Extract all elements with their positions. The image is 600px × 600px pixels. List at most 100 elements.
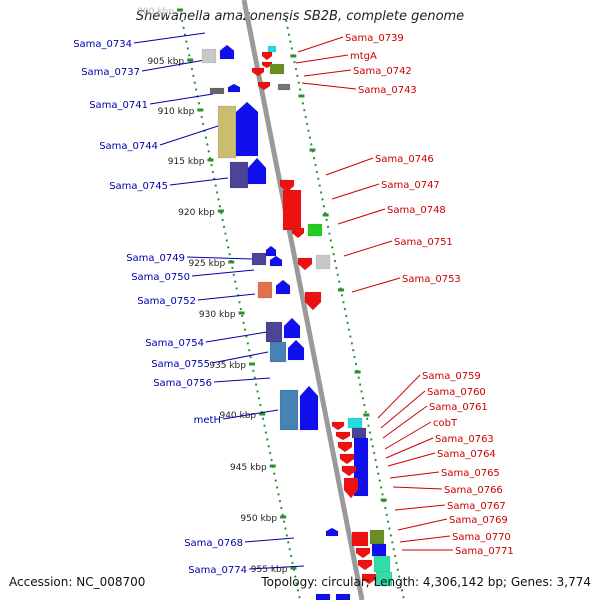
leader-line (377, 374, 421, 419)
scale-tick-label: 925 kbp (189, 259, 226, 269)
leader-lines (133, 32, 453, 570)
gene-label-sama-0765[interactable]: Sama_0765 (441, 468, 500, 479)
leader-line (394, 504, 446, 511)
leader-line (392, 486, 443, 490)
gene-label-sama-0741[interactable]: Sama_0741 (89, 100, 148, 111)
gene-label-sama-0744[interactable]: Sama_0744 (99, 141, 158, 152)
left-track-outline (181, 19, 301, 600)
gene-feature (307, 223, 323, 237)
leader-line (211, 351, 269, 364)
gene-feature (351, 531, 369, 547)
leader-line (133, 32, 206, 44)
leader-line (141, 59, 206, 72)
gene-label-sama-0743[interactable]: Sama_0743 (358, 85, 417, 96)
scale-tick-label: 905 kbp (147, 57, 184, 67)
leader-line (169, 177, 229, 186)
gene-label-sama-0737[interactable]: Sama_0737 (81, 67, 140, 78)
scale-tick-label: 920 kbp (178, 208, 215, 218)
leader-line (337, 208, 386, 225)
gene-feature (297, 257, 313, 271)
gene-label-sama-0766[interactable]: Sama_0766 (444, 485, 503, 496)
gene-feature (251, 252, 267, 266)
leader-line (303, 69, 352, 77)
leader-line (244, 537, 295, 543)
gene-feature (335, 431, 351, 441)
gene-label-sama-0748[interactable]: Sama_0748 (387, 205, 446, 216)
leader-line (351, 277, 401, 293)
gene-label-sama-0753[interactable]: Sama_0753 (402, 274, 461, 285)
leader-line (325, 157, 374, 176)
gene-feature (337, 441, 353, 453)
gene-label-cobt[interactable]: cobT (433, 418, 458, 429)
gene-label-sama-0752[interactable]: Sama_0752 (137, 296, 196, 307)
gene-feature (257, 81, 271, 91)
gene-feature (265, 321, 283, 343)
gene-feature (282, 189, 302, 231)
leader-line (213, 377, 271, 383)
scale-tick-label: 935 kbp (209, 361, 246, 371)
leader-line (205, 331, 268, 343)
gene-label-sama-0755[interactable]: Sama_0755 (151, 359, 210, 370)
gene-label-sama-0759[interactable]: Sama_0759 (422, 371, 481, 382)
gene-label-sama-0747[interactable]: Sama_0747 (381, 180, 440, 191)
scale-ticks: 900 kbp 905 kbp 910 kbp 915 kbp 920 kbp 925 k… (137, 7, 387, 575)
gene-label-sama-0761[interactable]: Sama_0761 (429, 402, 488, 413)
gene-label-sama-0751[interactable]: Sama_0751 (394, 237, 453, 248)
gene-feature (339, 453, 355, 465)
gene-label-sama-0771[interactable]: Sama_0771 (455, 546, 514, 557)
genome-summary: Topology: circular; Length: 4,306,142 bp… (261, 575, 591, 589)
gene-feature (269, 255, 283, 267)
scale-tick-label: 915 kbp (168, 157, 205, 167)
gene-feature (371, 543, 387, 557)
gene-labels: Sama_0734 Sama_0737 Sama_0741 Sama_0744 Sama… (73, 33, 514, 576)
gene-label-sama-0745[interactable]: Sama_0745 (109, 181, 168, 192)
gene-label-sama-0750[interactable]: Sama_0750 (131, 272, 190, 283)
leader-line (301, 82, 357, 90)
gene-label-mtga[interactable]: mtgA (350, 51, 377, 62)
gene-feature (269, 341, 287, 363)
gene-label-sama-0739[interactable]: Sama_0739 (345, 33, 404, 44)
leader-line (248, 565, 305, 570)
gene-label-meth[interactable]: metH (194, 415, 221, 426)
leader-line (387, 452, 436, 467)
gene-feature (261, 61, 273, 69)
gene-label-sama-0764[interactable]: Sama_0764 (437, 449, 496, 460)
gene-feature (219, 44, 235, 60)
gene-feature (229, 161, 249, 189)
leader-line (384, 421, 432, 450)
gene-label-sama-0769[interactable]: Sama_0769 (449, 515, 508, 526)
gene-feature (277, 83, 291, 91)
gene-label-sama-0763[interactable]: Sama_0763 (435, 434, 494, 445)
gene-feature (251, 67, 265, 77)
gene-label-sama-0768[interactable]: Sama_0768 (184, 538, 243, 549)
gene-feature (304, 291, 322, 311)
leader-line (382, 405, 428, 439)
gene-label-sama-0754[interactable]: Sama_0754 (145, 338, 204, 349)
leader-line (385, 437, 434, 459)
gene-label-sama-0749[interactable]: Sama_0749 (126, 253, 185, 264)
genome-backbone (241, 0, 365, 600)
leader-line (159, 125, 219, 146)
gene-feature (355, 547, 371, 559)
gene-feature (347, 417, 363, 429)
gene-label-sama-0770[interactable]: Sama_0770 (452, 532, 511, 543)
scale-tick-label: 930 kbp (199, 310, 236, 320)
gene-label-sama-0767[interactable]: Sama_0767 (447, 501, 506, 512)
gene-label-sama-0746[interactable]: Sama_0746 (375, 154, 434, 165)
gene-feature (283, 317, 301, 339)
gene-feature (335, 593, 351, 600)
gene-label-sama-0742[interactable]: Sama_0742 (353, 66, 412, 77)
leader-line (295, 54, 349, 64)
gene-feature (351, 427, 367, 439)
scale-tick-label: 910 kbp (158, 107, 195, 117)
gene-feature (247, 157, 267, 185)
accession-label: Accession: NC_008700 (9, 575, 146, 589)
gene-feature (235, 101, 259, 157)
gene-feature (261, 51, 273, 61)
gene-feature (267, 45, 277, 53)
gene-feature (291, 227, 305, 239)
gene-label-sama-0774[interactable]: Sama_0774 (188, 565, 247, 576)
gene-label-sama-0760[interactable]: Sama_0760 (427, 387, 486, 398)
gene-label-sama-0734[interactable]: Sama_0734 (73, 39, 132, 50)
gene-label-sama-0756[interactable]: Sama_0756 (153, 378, 212, 389)
